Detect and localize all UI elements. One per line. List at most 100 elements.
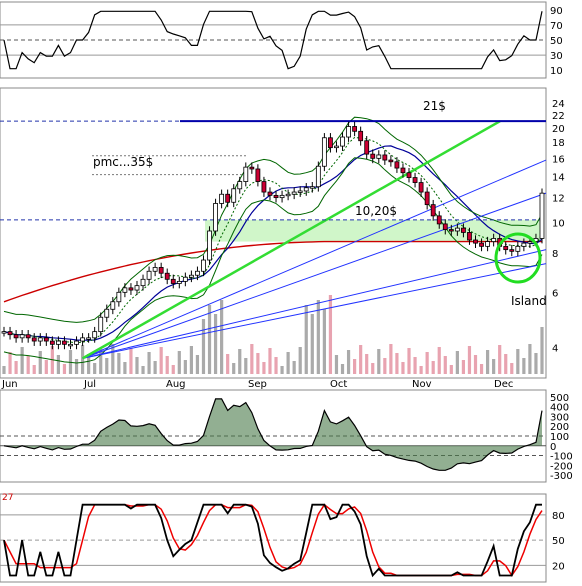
price-tick-label: 4 xyxy=(552,344,558,355)
volume-bar xyxy=(44,360,48,374)
month-label: Nov xyxy=(412,379,432,390)
candle-body xyxy=(352,126,358,132)
volume-bar xyxy=(534,353,538,374)
volume-bar xyxy=(213,314,218,374)
volume-bar xyxy=(32,365,36,374)
sma-long-line xyxy=(3,240,542,303)
price-tick-label: 6 xyxy=(552,288,558,299)
candle-body xyxy=(1,331,7,334)
volume-bar xyxy=(274,357,278,374)
island-circle xyxy=(494,232,542,284)
price-tick-label: 14 xyxy=(552,173,565,184)
volume-bar xyxy=(389,344,393,374)
price-tick-label: 20 xyxy=(552,124,565,135)
volume-bar xyxy=(479,364,484,374)
candle-body xyxy=(261,181,267,193)
candle-body xyxy=(225,193,231,203)
volume-bar xyxy=(165,356,169,374)
volume-bar xyxy=(262,362,266,374)
fan-line-2 xyxy=(82,192,547,359)
rsi-layer xyxy=(0,10,546,70)
volume-bar xyxy=(334,355,339,374)
volume-bar xyxy=(250,344,254,374)
volume-bar xyxy=(485,350,490,374)
fan-line-3 xyxy=(82,249,547,359)
volume-bar xyxy=(437,347,441,374)
candle-body xyxy=(86,337,92,340)
volume-bar xyxy=(431,361,435,374)
volume-bar xyxy=(316,300,320,374)
volume-bar xyxy=(8,352,12,374)
candle-body xyxy=(134,285,140,291)
candle-body xyxy=(110,301,116,310)
stoch-tick-label: 50 xyxy=(552,536,565,547)
volume-bar xyxy=(353,359,357,374)
candle-body xyxy=(412,177,418,183)
candle-body xyxy=(436,215,442,225)
volume-bar xyxy=(443,356,447,374)
candle-body xyxy=(188,274,194,278)
volume-bar xyxy=(111,344,115,374)
volume-bar xyxy=(419,366,423,374)
volume-bar xyxy=(322,309,326,374)
candle-body xyxy=(255,168,261,182)
candle-body xyxy=(370,153,376,159)
volume-bar xyxy=(461,360,466,374)
volume-bar xyxy=(135,357,139,374)
volume-bar xyxy=(183,360,187,374)
volume-bar xyxy=(528,344,532,374)
volume-bar xyxy=(328,295,333,374)
support-label: 10,20$ xyxy=(355,204,397,218)
rsi-tick-label: 30 xyxy=(550,51,563,62)
rsi-line xyxy=(3,10,543,70)
candle-body xyxy=(473,239,478,244)
cci-tick-label: 100 xyxy=(550,432,569,443)
candle-body xyxy=(346,126,351,138)
candle-body xyxy=(430,204,436,217)
volume-bar xyxy=(93,363,97,374)
cci-layer xyxy=(0,398,546,471)
candle-body xyxy=(309,186,315,189)
cci-tick-label: 200 xyxy=(550,422,569,433)
candle-body xyxy=(201,259,206,272)
candle-body xyxy=(382,154,388,161)
price-tick-label: 16 xyxy=(552,154,565,165)
candle-body xyxy=(461,227,466,233)
bollinger-mid-line xyxy=(3,136,543,344)
candle-body xyxy=(128,287,134,291)
bollinger-lower-line xyxy=(3,157,543,364)
month-label: Sep xyxy=(248,379,267,390)
candle-body xyxy=(237,181,243,190)
price-tick-label: 22 xyxy=(552,111,565,122)
volume-bar xyxy=(159,347,163,374)
candle-body xyxy=(297,190,303,193)
price-tick-label: 12 xyxy=(552,194,565,205)
volume-bar xyxy=(87,354,91,374)
volume-bar xyxy=(413,357,417,374)
candle-body xyxy=(49,340,55,345)
volume-bar xyxy=(292,361,296,374)
cci-tick-label: -100 xyxy=(550,452,573,463)
candle-body xyxy=(207,230,212,261)
volume-bar xyxy=(492,359,496,374)
cci-fill xyxy=(4,398,542,471)
candle-body xyxy=(400,167,406,174)
pmc-label: pmc...35$ xyxy=(93,155,153,169)
volume-bar xyxy=(455,351,459,374)
candle-body xyxy=(334,145,339,149)
candle-body xyxy=(376,154,382,159)
candle-body xyxy=(213,203,218,232)
candle-body xyxy=(231,188,237,203)
cci-tick-label: -300 xyxy=(550,471,573,482)
volume-bar xyxy=(473,355,478,374)
candle-body xyxy=(140,278,146,287)
volume-bar xyxy=(2,366,6,374)
volume-bar xyxy=(280,366,284,374)
volume-bar xyxy=(195,355,200,374)
candle-body xyxy=(13,334,19,339)
volume-bar xyxy=(20,347,24,374)
volume-bar xyxy=(298,347,302,374)
volume-bar xyxy=(129,348,133,374)
